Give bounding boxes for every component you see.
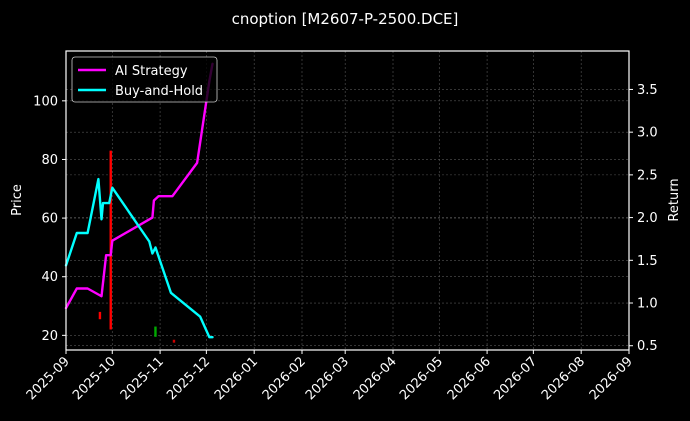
- legend-label-ai-strategy: AI Strategy: [115, 64, 188, 79]
- y-left-tick-label: 100: [33, 94, 58, 109]
- candle: [109, 150, 112, 330]
- plot-frame: [65, 50, 630, 351]
- y-right-tick-label: 1.0: [637, 297, 658, 312]
- y-right-tick-label: 2.0: [637, 211, 658, 226]
- y-right-tick-label: 3.5: [637, 83, 658, 98]
- y-axis-left: 20 40 60 80 100: [33, 94, 66, 344]
- candle: [154, 326, 157, 337]
- y-right-tick-label: 1.5: [637, 254, 658, 269]
- y-right-tick-label: 2.5: [637, 168, 658, 183]
- y-left-tick-label: 60: [41, 212, 58, 227]
- y-left-tick-label: 80: [41, 153, 58, 168]
- y-left-tick-label: 40: [41, 270, 58, 285]
- series-line-buy-and-hold: [64, 177, 214, 339]
- y-left-tick-label: 20: [41, 329, 58, 344]
- legend-label-buy-and-hold: Buy-and-Hold: [115, 84, 203, 99]
- y-axis-right: 0.5 1.0 1.5 2.0 2.5 3.0 3.5: [629, 83, 658, 354]
- y-axis-left-label: Price: [10, 184, 25, 216]
- candle: [98, 311, 102, 320]
- y-axis-right-label: Return: [667, 178, 682, 221]
- chart-title: cnoption [M2607-P-2500.DCE]: [232, 10, 459, 28]
- data-series: [64, 62, 214, 339]
- series-line-ai-strategy: [64, 62, 214, 310]
- price-candles: [98, 150, 176, 343]
- legend-box: [71, 56, 218, 103]
- y-right-tick-label: 3.0: [637, 126, 658, 141]
- candle: [172, 339, 176, 343]
- legend: AI Strategy Buy-and-Hold: [71, 56, 218, 103]
- y-right-tick-label: 0.5: [637, 339, 658, 354]
